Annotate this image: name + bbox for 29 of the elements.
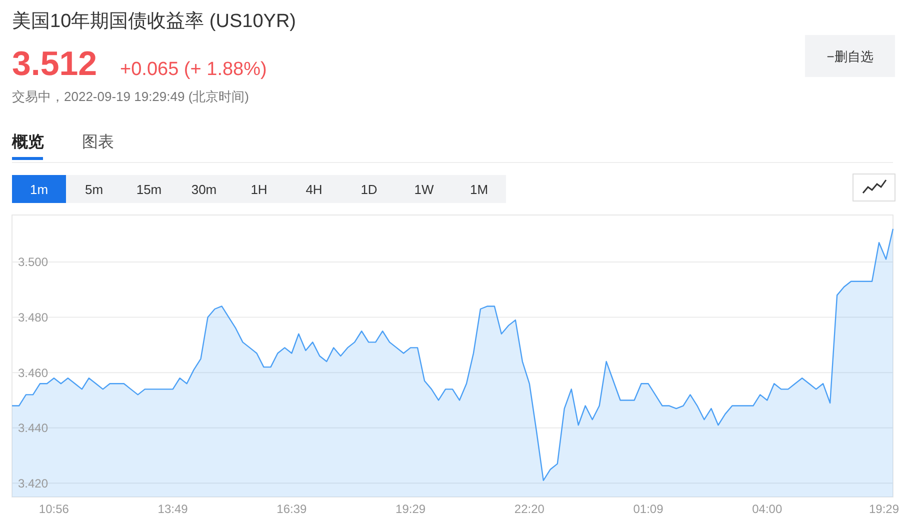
text: 1D: [360, 182, 378, 197]
text: 1m: [30, 182, 48, 197]
x-tick-label: 13:49: [158, 502, 188, 516]
text: 15m: [136, 182, 162, 197]
x-tick-label: 19:29: [396, 502, 426, 516]
y-tick-label: 3.480: [18, 310, 48, 324]
text: 1M: [470, 182, 488, 197]
y-tick-label: 3.440: [18, 421, 48, 436]
text: +0.065 (+ 1.88%): [120, 59, 267, 80]
text: 5m: [84, 182, 104, 197]
x-tick-label: 01:09: [633, 502, 664, 516]
text: 1H: [250, 182, 268, 197]
text: −删自选: [826, 49, 874, 64]
x-tick-label: 22:20: [514, 502, 545, 516]
text: 1W: [414, 182, 434, 197]
text: 3.512: [12, 45, 98, 83]
text: 30m: [191, 182, 217, 197]
x-tick-label: 10:56: [38, 502, 70, 516]
chart-title: 美国10年期国债收益率 (US10YR): [12, 10, 296, 32]
y-tick-label: 3.420: [18, 476, 48, 490]
chart-subtitle: 交易中，2022-09-19 19:29:49 (北京时间): [12, 89, 249, 104]
text: 概览: [11, 133, 44, 151]
x-tick-label: 16:39: [276, 502, 308, 516]
x-tick-label: 19:29: [868, 502, 900, 516]
text: 4H: [306, 182, 322, 197]
text: 图表: [82, 133, 114, 151]
y-tick-label: 3.460: [18, 366, 48, 380]
y-tick-label: 3.500: [18, 255, 48, 270]
x-tick-label: 04:00: [752, 502, 782, 516]
